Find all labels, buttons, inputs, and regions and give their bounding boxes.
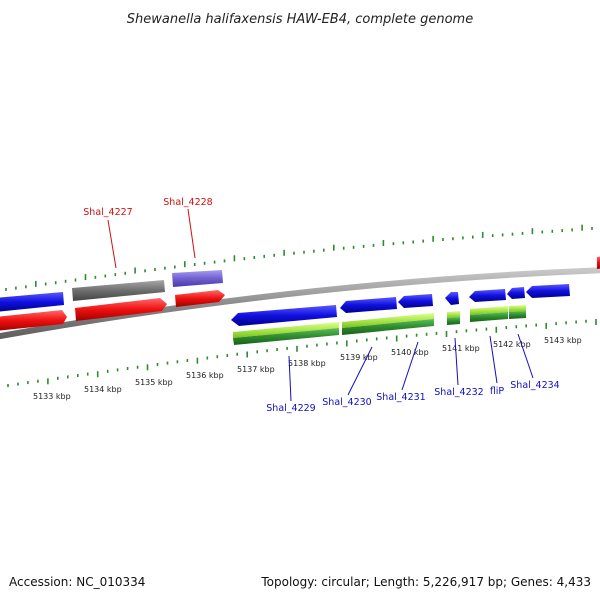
gene-shape: [231, 305, 337, 326]
leader-line: [107, 219, 117, 269]
gene-label-shal-4234: Shal_4234: [510, 380, 559, 391]
gene-label-flip: fliP: [490, 386, 505, 397]
tick-label: 5141 kbp: [442, 344, 480, 353]
gene-label-shal-4232: Shal_4232: [434, 387, 483, 398]
gene-shape: [526, 284, 570, 298]
gene-shape-shal-4229: [233, 328, 339, 345]
leader-line: [288, 355, 292, 402]
leader-line: [401, 341, 419, 391]
tick-label: 5140 kbp: [391, 348, 429, 357]
leader-line: [454, 337, 459, 386]
gene-shape: [0, 310, 67, 331]
gene-shape: [507, 287, 525, 299]
gene-shape-shal-4228: [172, 270, 223, 287]
tick-row-upper: [5, 224, 593, 291]
reverse-blue-lane: [231, 284, 570, 326]
gene-shape: [398, 294, 433, 308]
leader-line: [347, 346, 373, 396]
scale-labels: 5133 kbp 5134 kbp 5135 kbp 5136 kbp 5137…: [33, 336, 582, 401]
gene-shape-shal-4234: [509, 311, 526, 319]
tick-row-lower: [7, 319, 597, 387]
tick-label: 5143 kbp: [544, 336, 582, 345]
gene-shape-shal-4227: [72, 280, 165, 301]
tick-label: 5136 kbp: [186, 371, 224, 380]
tick-label: 5135 kbp: [135, 378, 173, 387]
gene-shape: [175, 290, 225, 307]
gene-shape-flip: [470, 312, 508, 322]
gene-shape-shal-4230: [342, 319, 434, 335]
reverse-green-lane: [233, 305, 526, 345]
gene-shape-shal-4232: [447, 311, 460, 318]
gene-shape: [469, 289, 506, 302]
gene-shape: [75, 298, 167, 321]
gene-shape-shal-4234: [509, 305, 526, 312]
gene-shape-shal-4230: [342, 313, 434, 328]
gene-shape-shal-4229: [233, 322, 339, 338]
accession-text: Accession: NC_010334: [9, 575, 145, 589]
forward-gene-labels: Shal_4227 Shal_4228: [83, 197, 213, 269]
gene-label-shal-4231: Shal_4231: [376, 392, 425, 403]
gene-shape: [597, 256, 600, 269]
genome-summary-text: Topology: circular; Length: 5,226,917 bp…: [260, 575, 591, 589]
gene-shape: [445, 292, 459, 305]
gene-label-shal-4230: Shal_4230: [322, 397, 371, 408]
gene-label-shal-4229: Shal_4229: [266, 403, 315, 414]
forward-outer-lane: [0, 270, 223, 312]
leader-line: [187, 208, 196, 259]
tick-label: 5133 kbp: [33, 392, 71, 401]
gene-shape: [0, 292, 64, 312]
tick-label: 5137 kbp: [237, 365, 275, 374]
tick-label: 5138 kbp: [288, 359, 326, 368]
tick-label: 5139 kbp: [340, 353, 378, 362]
tick-label: 5142 kbp: [493, 340, 531, 349]
gene-label-shal-4227: Shal_4227: [83, 207, 132, 218]
backbone: [0, 267, 600, 340]
leader-line: [489, 335, 498, 384]
gene-shape-shal-4232: [447, 317, 460, 325]
reverse-gene-labels: Shal_4229 Shal_4230 Shal_4231 Shal_4232 …: [266, 333, 560, 414]
map-title: Shewanella halifaxensis HAW-EB4, complet…: [127, 12, 473, 27]
forward-inner-lane: [0, 256, 600, 331]
tick-label: 5134 kbp: [84, 385, 122, 394]
gene-label-shal-4228: Shal_4228: [163, 197, 212, 208]
leader-line: [517, 333, 534, 379]
gene-shape: [340, 297, 397, 313]
